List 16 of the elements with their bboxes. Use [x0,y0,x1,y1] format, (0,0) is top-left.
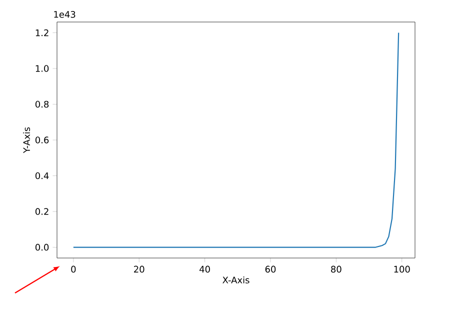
y-tick-label: 0.8 [35,100,49,108]
y-axis-title: Y-Axis [23,127,30,154]
x-tick-label: 40 [200,266,210,273]
x-tick-label: 0 [71,266,76,273]
x-axis-title: X-Axis [222,276,250,284]
text: 1e43 [54,10,76,18]
x-tick-label: 80 [331,266,342,273]
y-tick-label: 0.2 [35,208,48,215]
y-tick-label: 1.0 [36,65,49,72]
y-tick-label: 0.4 [35,172,49,180]
x-tick-label: 20 [134,266,144,273]
x-tick-label: 60 [265,266,276,273]
y-tick-label: 1.2 [36,29,48,36]
x-tick-label: 100 [394,266,410,273]
y-tick-label: 0.6 [35,136,49,144]
y-tick-label: 0.0 [35,244,49,251]
